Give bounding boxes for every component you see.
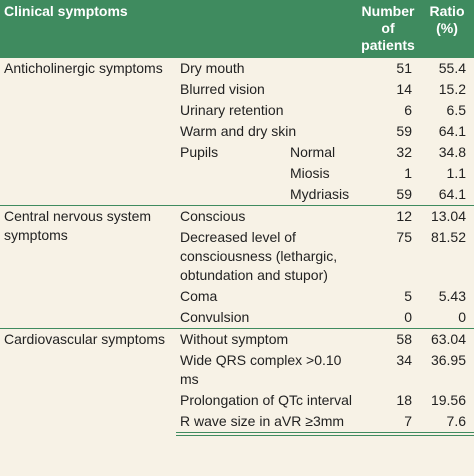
header-cell [176, 0, 356, 58]
ratio: 13.04 [420, 205, 474, 227]
table-row: Warm and dry skin 59 64.1 [0, 121, 474, 142]
number: 32 [396, 144, 412, 160]
table-row: Convulsion 0 0 [0, 307, 474, 329]
table-row: Blurred vision 14 15.2 [0, 79, 474, 100]
number: 34 [396, 352, 412, 368]
number: 0 [404, 309, 412, 325]
number: 1 [404, 165, 412, 181]
symptom: Convulsion [180, 309, 250, 325]
ratio: 55.4 [420, 57, 474, 79]
header-cell: Clinical symptoms [0, 0, 176, 58]
symptom: Coma [180, 288, 218, 304]
number: 6 [404, 102, 412, 118]
table-row: R wave size in aVR ≥3mm 7 7.6 [0, 411, 474, 436]
symptom: Dry mouth [176, 57, 356, 79]
symptom: Prolongation of QTc interval [180, 392, 352, 408]
number: 59 [396, 123, 412, 139]
table-row: Cardiovascular symptoms Without symptom 58… [0, 328, 474, 434]
table-row: Prolongation of QTc interval 18 19.56 [0, 390, 474, 411]
table-row: Wide QRS complex >0.10 ms 34 36.95 [0, 350, 474, 390]
table-row: Coma 5 5.43 [0, 286, 474, 307]
number: 58 [356, 328, 420, 350]
ratio: 36.95 [430, 352, 466, 368]
table-row: Anticholinergic symptoms Dry mouth 51 55.4 [0, 57, 474, 206]
ratio: 64.1 [438, 186, 466, 202]
sub-symptom: Normal [290, 144, 336, 160]
table-row: Mydriasis 59 64.1 [0, 184, 474, 206]
symptom: Blurred vision [180, 81, 265, 97]
table-row: Central nervous system symptoms Conscious… [0, 205, 474, 329]
number: 7 [356, 411, 420, 436]
table-row: Miosis 1 1.1 [0, 163, 474, 184]
number: 75 [396, 229, 412, 245]
ratio: 7.6 [420, 411, 474, 436]
ratio: 19.56 [430, 392, 466, 408]
sub-symptom: Mydriasis [290, 186, 350, 202]
symptom: Pupils [180, 144, 219, 160]
ratio: 6.5 [446, 102, 466, 118]
symptom: Wide QRS complex >0.10 ms [180, 352, 342, 387]
number: 51 [356, 57, 420, 79]
number: 59 [396, 186, 412, 202]
group-name: Cardiovascular symptoms [0, 328, 176, 434]
number: 12 [356, 205, 420, 227]
table-row: Decreased level of consciousness (lethar… [0, 227, 474, 286]
group-name: Central nervous system symptoms [0, 205, 176, 329]
header-row: Clinical symptoms Number of patients Rat… [0, 0, 474, 58]
header-cell: Number of patients [356, 0, 420, 58]
number: 18 [396, 392, 412, 408]
ratio: 64.1 [438, 123, 466, 139]
symptom: Urinary retention [180, 102, 284, 118]
ratio: 1.1 [446, 165, 466, 181]
table-row: Pupils Normal 32 34.8 [0, 142, 474, 163]
header-cell: Ratio (%) [420, 0, 474, 58]
group-name: Anticholinergic symptoms [0, 57, 176, 206]
number: 5 [404, 288, 412, 304]
symptom: R wave size in aVR ≥3mm [176, 411, 356, 436]
symptom: Without symptom [176, 328, 356, 350]
ratio: 0 [458, 309, 466, 325]
symptom: Decreased level of consciousness (lethar… [180, 229, 338, 283]
symptoms-table: Clinical symptoms Number of patients Rat… [0, 0, 474, 436]
sub-symptom: Miosis [290, 165, 330, 181]
table-body: Anticholinergic symptoms Dry mouth 51 55.4 B… [0, 57, 474, 436]
symptom: Warm and dry skin [180, 123, 297, 139]
number: 14 [396, 81, 412, 97]
ratio: 34.8 [438, 144, 466, 160]
ratio: 5.43 [438, 288, 466, 304]
table-row: Urinary retention 6 6.5 [0, 100, 474, 121]
ratio: 81.52 [430, 229, 466, 245]
symptom: Conscious [176, 205, 356, 227]
ratio: 63.04 [420, 328, 474, 350]
ratio: 15.2 [438, 81, 466, 97]
